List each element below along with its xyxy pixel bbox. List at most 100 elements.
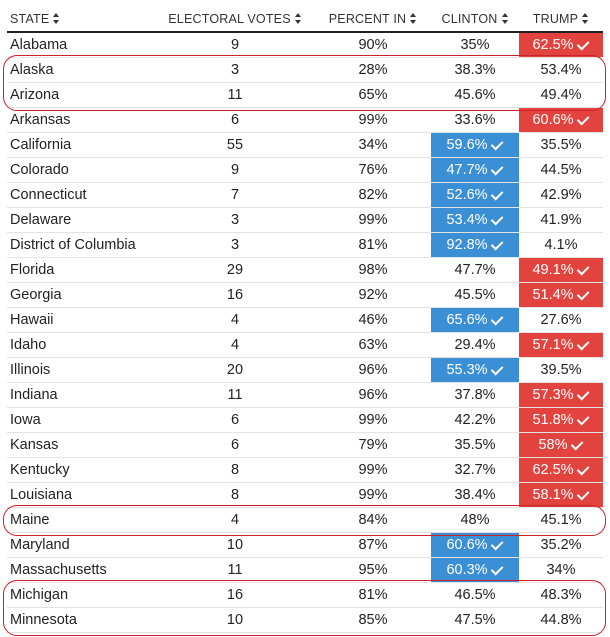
state-cell-value: Louisiana	[10, 487, 73, 503]
electoral-votes-cell-value: 20	[226, 362, 244, 378]
table-body: Alabama 9 90% 35% 62.5% Alaska 3 28% 38.3% 53.4% A…	[7, 33, 603, 633]
clinton-cell-value: 48%	[460, 512, 490, 528]
state-cell: Arizona	[7, 83, 155, 107]
state-cell: California	[7, 133, 155, 157]
table-row: Kentucky 8 99% 32.7% 62.5%	[7, 458, 603, 483]
clinton-cell-value: 32.7%	[454, 462, 496, 478]
clinton-cell-value: 33.6%	[454, 112, 496, 128]
state-cell-value: Kansas	[10, 437, 59, 453]
trump-cell-value: 48.3%	[540, 587, 582, 603]
sort-clinton-header[interactable]: CLINTON	[431, 6, 519, 31]
percent-in-cell-value: 99%	[358, 212, 388, 228]
state-cell-value: California	[10, 137, 72, 153]
state-cell: Delaware	[7, 208, 155, 232]
electoral-votes-cell: 4	[155, 333, 315, 357]
sort-arrows-icon	[53, 13, 60, 24]
electoral-votes-cell: 11	[155, 383, 315, 407]
state-cell: Massachusetts	[7, 558, 155, 582]
electoral-votes-cell: 11	[155, 558, 315, 582]
clinton-cell-value: 47.7%	[454, 262, 496, 278]
clinton-cell-value: 45.5%	[454, 287, 496, 303]
state-cell: Louisiana	[7, 483, 155, 507]
percent-in-cell: 99%	[315, 408, 431, 432]
percent-in-cell: 82%	[315, 183, 431, 207]
trump-cell-value: 62.5%	[532, 462, 574, 478]
state-cell-value: Colorado	[10, 162, 69, 178]
clinton-cell: 52.6%	[431, 183, 519, 207]
checkmark-icon	[490, 237, 504, 250]
electoral-votes-cell: 29	[155, 258, 315, 282]
trump-cell: 45.1%	[519, 508, 603, 532]
state-cell-value: Arkansas	[10, 112, 71, 128]
electoral-votes-cell-value: 11	[227, 87, 243, 103]
percent-in-cell-value: 96%	[358, 362, 388, 378]
state-cell: Georgia	[7, 283, 155, 307]
sort-trump-header[interactable]: TRUMP	[519, 6, 603, 31]
electoral-votes-cell-value: 3	[230, 237, 240, 253]
state-cell: Hawaii	[7, 308, 155, 332]
table-row: Arizona 11 65% 45.6% 49.4%	[7, 83, 603, 108]
trump-cell: 57.3%	[519, 383, 603, 407]
percent-in-cell: 92%	[315, 283, 431, 307]
checkmark-icon	[576, 37, 590, 50]
trump-cell: 53.4%	[519, 58, 603, 82]
electoral-votes-cell: 16	[155, 283, 315, 307]
state-cell-value: Kentucky	[10, 462, 70, 478]
electoral-votes-cell: 55	[155, 133, 315, 157]
percent-in-cell-value: 95%	[358, 562, 388, 578]
electoral-votes-cell-value: 6	[230, 112, 240, 128]
electoral-votes-cell-value: 7	[230, 187, 240, 203]
trump-cell-value: 4.1%	[544, 237, 578, 253]
percent-in-cell-value: 28%	[358, 62, 388, 78]
electoral-votes-cell: 3	[155, 208, 315, 232]
checkmark-icon	[490, 362, 504, 375]
trump-cell: 60.6%	[519, 108, 603, 132]
electoral-votes-cell-value: 6	[230, 437, 240, 453]
clinton-cell-value: 42.2%	[454, 412, 496, 428]
clinton-cell: 60.3%	[431, 558, 519, 582]
percent-in-cell-value: 82%	[358, 187, 388, 203]
table-row: Connecticut 7 82% 52.6% 42.9%	[7, 183, 603, 208]
electoral-votes-cell-value: 4	[230, 512, 240, 528]
trump-cell: 51.4%	[519, 283, 603, 307]
electoral-votes-cell-value: 9	[230, 37, 240, 53]
sort-arrows-icon	[582, 13, 589, 24]
state-header-label: STATE	[10, 11, 50, 26]
percent-in-cell-value: 99%	[358, 462, 388, 478]
table-row: Massachusetts 11 95% 60.3% 34%	[7, 558, 603, 583]
clinton-cell: 65.6%	[431, 308, 519, 332]
state-cell-value: Minnesota	[10, 612, 77, 628]
sort-electoral-votes-header[interactable]: ELECTORAL VOTES	[155, 6, 315, 31]
electoral-votes-cell: 4	[155, 308, 315, 332]
trump-cell: 41.9%	[519, 208, 603, 232]
trump-cell: 49.4%	[519, 83, 603, 107]
clinton-cell-value: 35.5%	[454, 437, 496, 453]
state-cell-value: Florida	[10, 262, 55, 278]
state-cell-value: Georgia	[10, 287, 62, 303]
state-cell-value: Maryland	[10, 537, 70, 553]
checkmark-icon	[490, 562, 504, 575]
sort-arrows-icon	[501, 13, 509, 24]
table-row: Iowa 6 99% 42.2% 51.8%	[7, 408, 603, 433]
checkmark-icon	[576, 462, 590, 475]
clinton-cell: 55.3%	[431, 358, 519, 382]
percent-in-cell-value: 99%	[358, 112, 388, 128]
trump-cell: 58.1%	[519, 483, 603, 507]
table-row: Maryland 10 87% 60.6% 35.2%	[7, 533, 603, 558]
trump-cell-value: 51.8%	[532, 412, 574, 428]
percent-in-cell: 76%	[315, 158, 431, 182]
sort-percent-in-header[interactable]: PERCENT IN	[315, 6, 431, 31]
percent-in-cell: 81%	[315, 583, 431, 607]
state-cell-value: Arizona	[10, 87, 60, 103]
percent-in-cell-value: 81%	[358, 587, 388, 603]
clinton-cell: 53.4%	[431, 208, 519, 232]
trump-cell: 48.3%	[519, 583, 603, 607]
clinton-cell: 47.7%	[431, 258, 519, 282]
electoral-votes-cell: 6	[155, 108, 315, 132]
trump-cell: 39.5%	[519, 358, 603, 382]
state-cell: Florida	[7, 258, 155, 282]
state-cell-value: District of Columbia	[10, 237, 136, 253]
state-cell: Minnesota	[7, 608, 155, 632]
sort-state-header[interactable]: STATE	[7, 6, 155, 31]
percent-in-cell: 99%	[315, 458, 431, 482]
